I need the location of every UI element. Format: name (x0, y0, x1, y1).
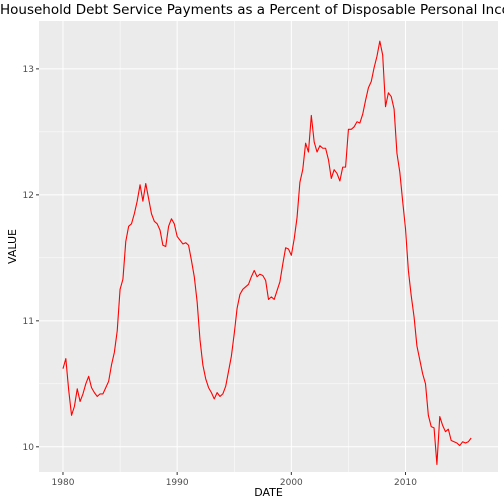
x-tick-label: 1980 (52, 478, 75, 488)
x-tick-label: 2010 (394, 478, 417, 488)
series-line (62, 40, 472, 465)
y-tick-label: 10 (23, 443, 35, 453)
y-tick-label: 12 (23, 191, 34, 201)
y-tick-label: 11 (23, 317, 34, 327)
y-axis-ticks: 10 11 12 13 (23, 65, 39, 453)
x-tick-label: 1990 (166, 478, 189, 488)
chart-title: Household Debt Service Payments as a Per… (0, 2, 504, 18)
y-tick-label: 13 (23, 65, 34, 75)
x-tick-label: 2000 (280, 478, 303, 488)
y-axis-title: VALUE (6, 229, 19, 264)
plot-panel (39, 21, 498, 472)
grid-major (39, 21, 498, 472)
x-axis-title: DATE (254, 486, 283, 499)
x-axis-ticks: 1980 1990 2000 2010 (52, 472, 417, 488)
grid-minor (39, 21, 498, 472)
